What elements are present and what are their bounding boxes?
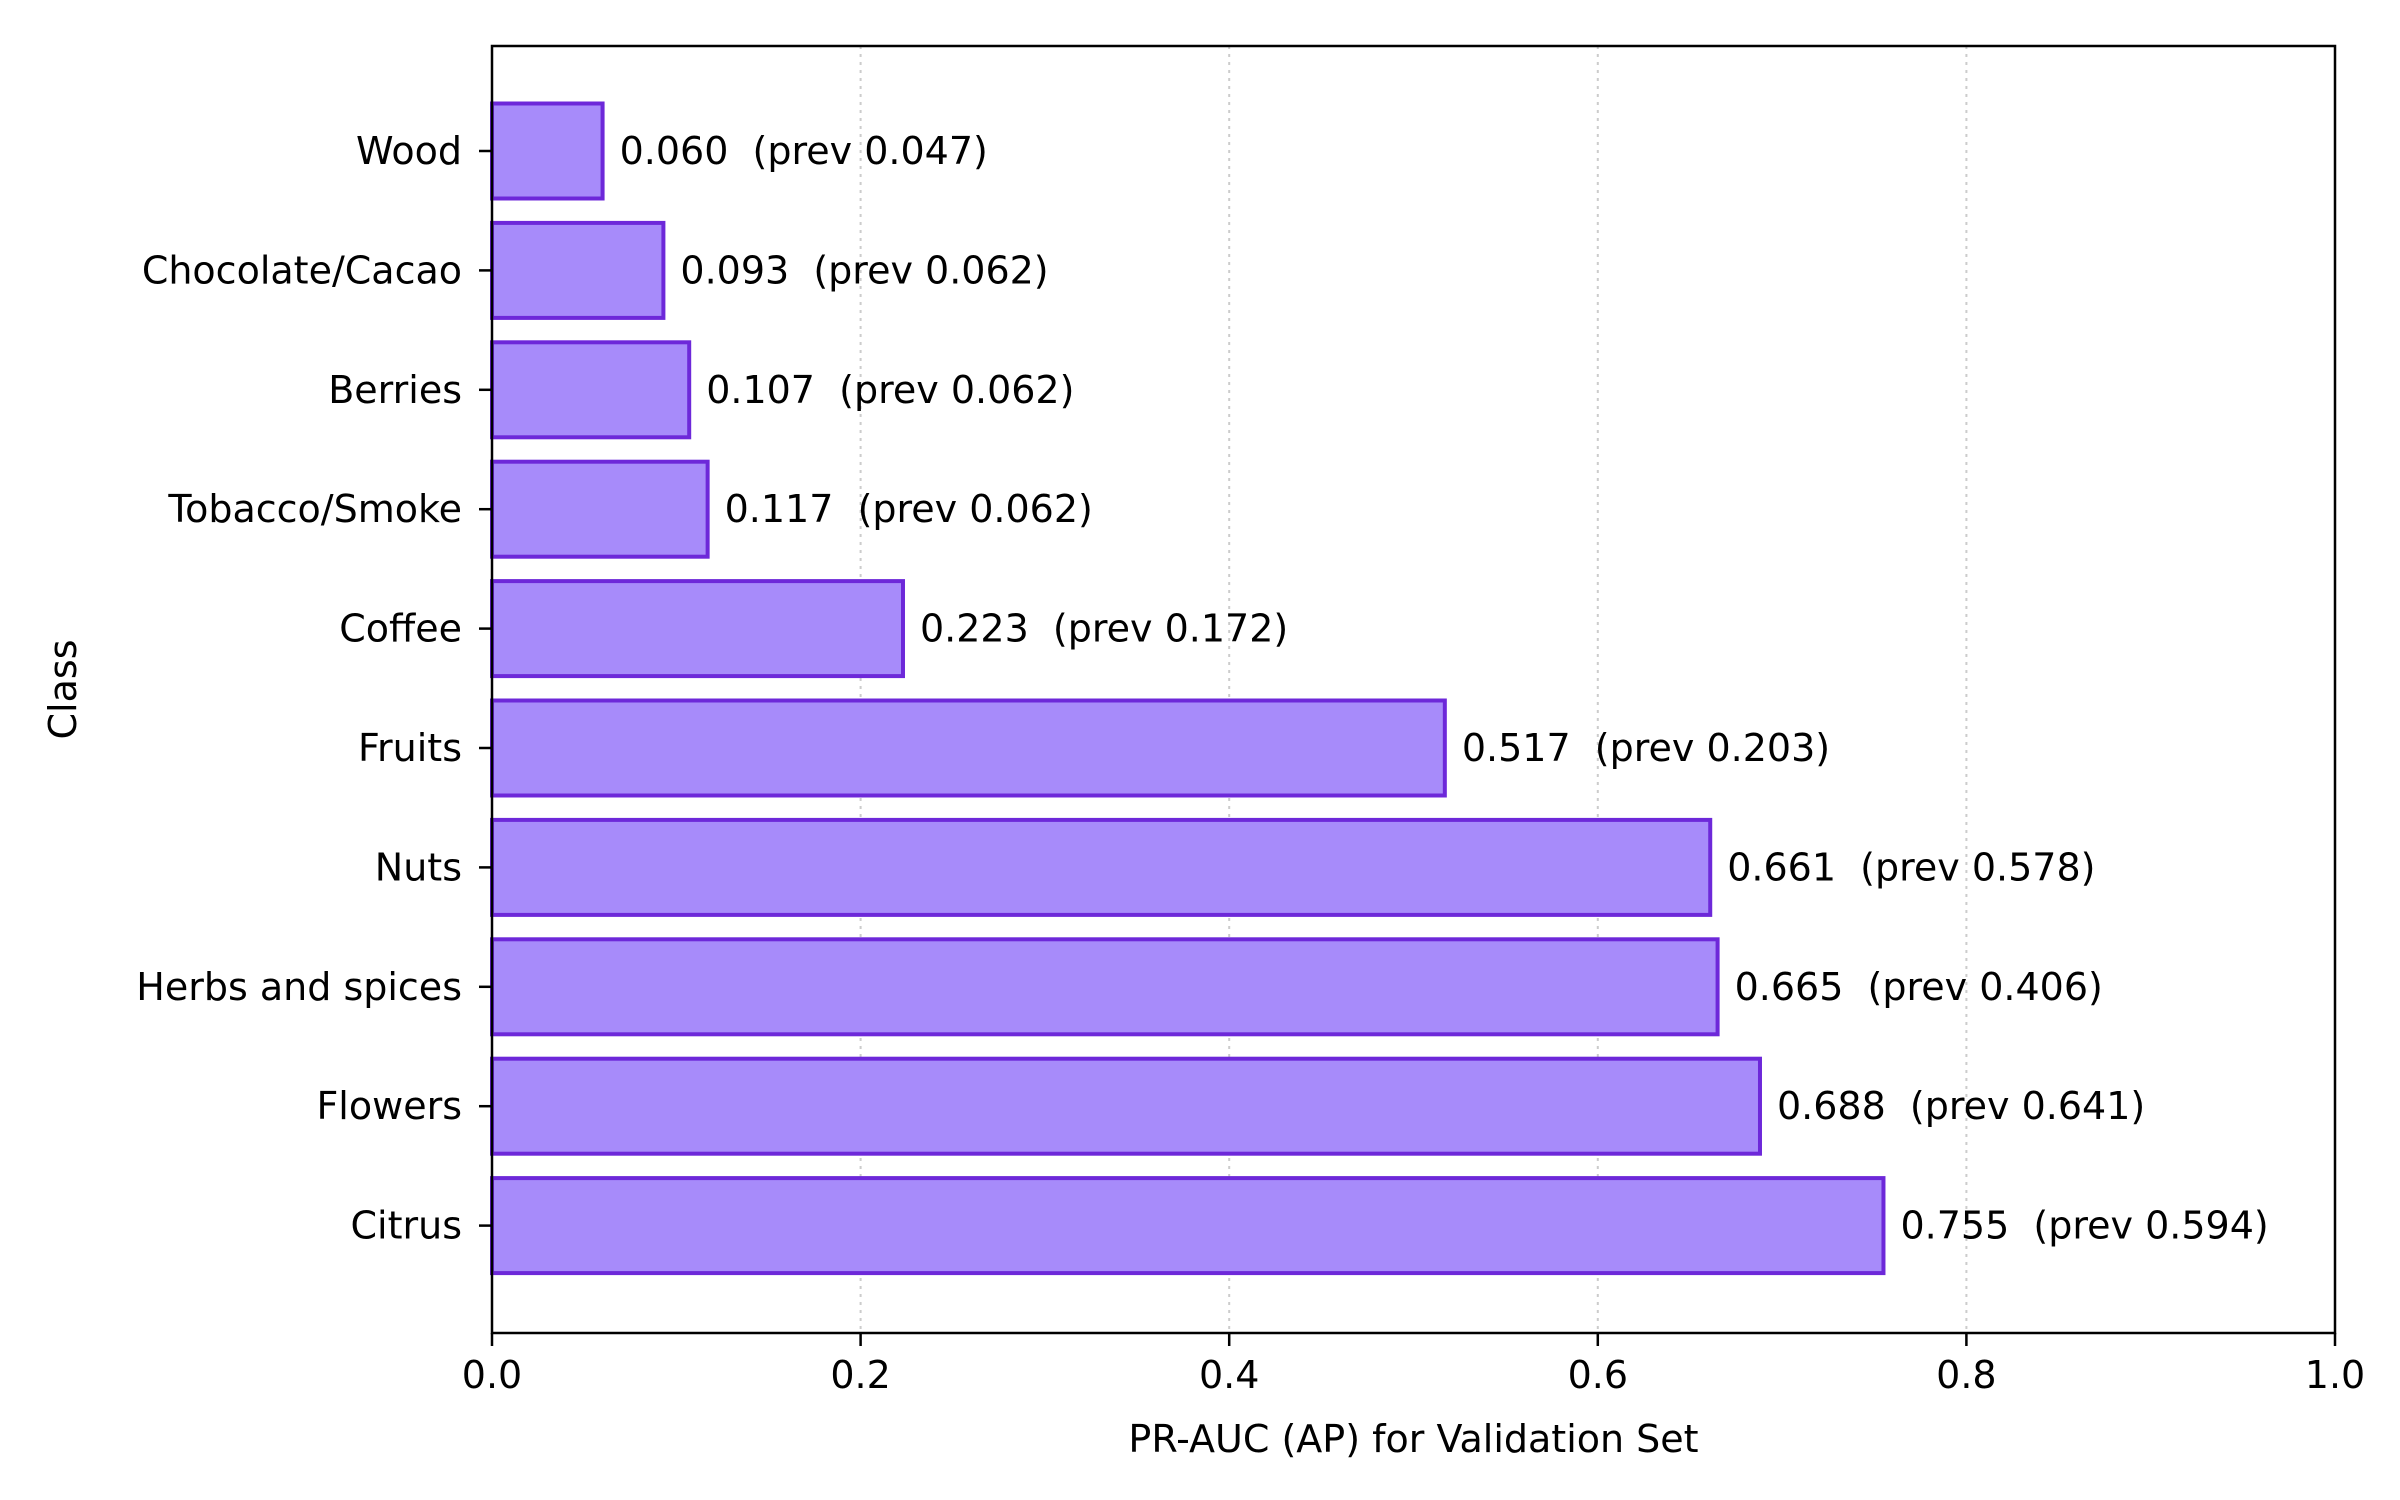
bar-citrus [490, 1176, 1886, 1276]
y-tick-label-flowers: Flowers [316, 1084, 462, 1128]
y-tick-label-citrus: Citrus [351, 1204, 463, 1248]
data-label-wood: 0.060 (prev 0.047) [620, 129, 988, 173]
bars [490, 101, 1886, 1276]
data-labels: 0.060 (prev 0.047) 0.093 (prev 0.062) 0.10… [620, 129, 2269, 1248]
data-label-chocolate-cacao: 0.093 (prev 0.062) [680, 248, 1048, 292]
bar-wood [490, 101, 605, 201]
data-label-coffee: 0.223 (prev 0.172) [920, 607, 1288, 651]
bar-nuts [490, 817, 1713, 917]
data-label-flowers: 0.688 (prev 0.641) [1777, 1084, 2145, 1128]
x-tick-label-3: 0.6 [1568, 1353, 1628, 1397]
y-tick-label-coffee: Coffee [339, 607, 462, 651]
y-axis-title: Class [41, 640, 85, 740]
x-tick-label-0: 0.0 [462, 1353, 522, 1397]
x-axis-title: PR-AUC (AP) for Validation Set [1128, 1417, 1698, 1461]
data-label-herbs-and-spices: 0.665 (prev 0.406) [1735, 965, 2103, 1009]
x-tick-label-2: 0.4 [1199, 1353, 1259, 1397]
data-label-fruits: 0.517 (prev 0.203) [1462, 726, 1830, 770]
data-label-nuts: 0.661 (prev 0.578) [1727, 845, 2095, 889]
data-label-tobacco-smoke: 0.117 (prev 0.062) [725, 487, 1093, 531]
bar-herbs-and-spices [490, 937, 1720, 1037]
bar-tobacco-smoke [490, 459, 710, 559]
bar-coffee [490, 579, 905, 679]
y-tick-label-wood: Wood [356, 129, 462, 173]
y-axis-ticks: Wood Chocolate/Cacao Berries Tobacco/Smoke C… [136, 129, 492, 1248]
y-tick-label-chocolate-cacao: Chocolate/Cacao [142, 248, 462, 292]
y-tick-label-fruits: Fruits [358, 726, 462, 770]
x-tick-label-1: 0.2 [830, 1353, 890, 1397]
x-axis-ticks: 0.0 0.2 0.4 0.6 0.8 1.0 [462, 1333, 2365, 1397]
bar-chocolate-cacao [490, 220, 666, 320]
data-label-citrus: 0.755 (prev 0.594) [1900, 1204, 2268, 1248]
y-tick-label-tobacco-smoke: Tobacco/Smoke [167, 487, 462, 531]
y-tick-label-berries: Berries [328, 368, 462, 412]
bar-flowers [490, 1056, 1762, 1156]
y-tick-label-nuts: Nuts [375, 845, 462, 889]
x-tick-label-5: 1.0 [2305, 1353, 2365, 1397]
x-tick-label-4: 0.8 [1936, 1353, 1996, 1397]
bar-berries [490, 340, 692, 440]
plot-frame [490, 44, 2337, 1335]
y-tick-label-herbs-and-spices: Herbs and spices [136, 965, 462, 1009]
data-label-berries: 0.107 (prev 0.062) [706, 368, 1074, 412]
bar-fruits [490, 698, 1447, 798]
